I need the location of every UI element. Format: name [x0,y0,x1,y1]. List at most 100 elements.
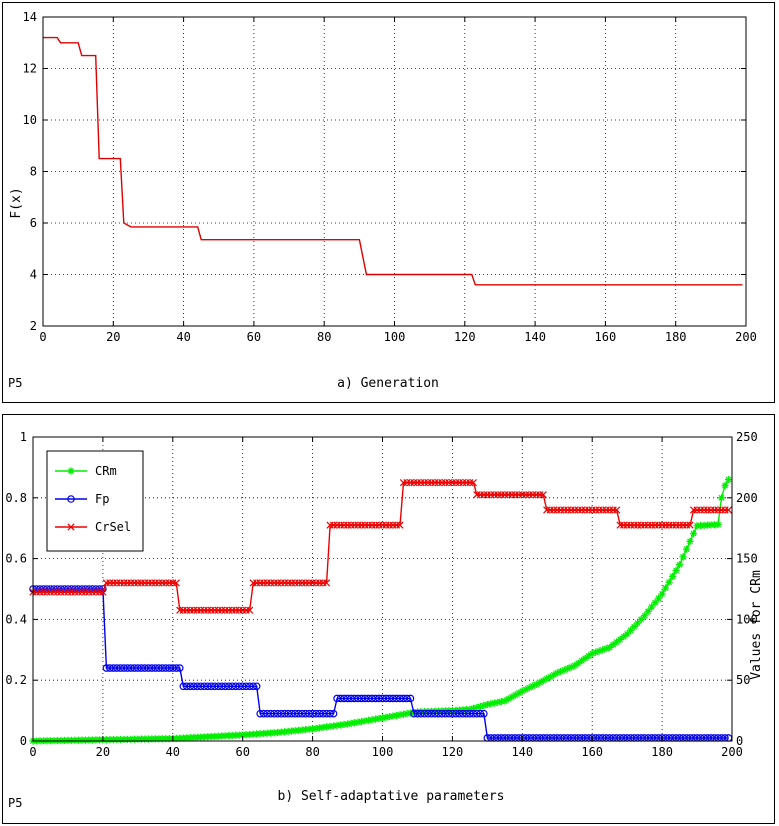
data-point-marker [655,594,663,602]
data-point-marker [246,606,254,614]
series-line [43,36,743,286]
parameters-chart-svg: Values for CRm b) Self-adaptative parame… [5,430,764,810]
x-tick-label: 200 [721,745,743,759]
x-tick-label: 140 [511,745,533,759]
data-point-marker [480,701,488,710]
x-tick-label: 80 [317,330,331,344]
y-tick-label: 0.2 [5,673,27,687]
data-point-marker [504,695,512,703]
plot-frame [42,16,747,327]
data-point-marker [602,644,610,653]
data-point-marker [648,603,656,611]
data-point-marker [483,700,491,709]
legend-marker [67,467,75,475]
y-tick-label: 8 [30,165,37,179]
grid-lines [43,17,746,326]
x-tick-label: 20 [96,745,110,759]
data-point-marker [578,657,586,665]
data-point-marker [634,619,642,627]
data-point-marker [539,491,547,499]
data-point-marker [581,654,589,662]
x-tick-label: 0 [39,330,46,344]
data-point-marker [658,590,666,598]
xlabel-generation: a) Generation [337,376,439,391]
data-point-marker [595,647,603,655]
data-point-marker [616,635,624,643]
y-tick-label: 6 [30,216,37,230]
data-point-marker [668,572,677,580]
data-point-marker [252,682,261,691]
data-point-marker [606,643,614,651]
data-point-marker [532,680,540,688]
data-point-marker [529,682,537,690]
data-point-marker [721,482,729,490]
data-point-marker [637,615,645,623]
y-tick-label: 1 [20,430,27,444]
ylabel-fx: F(x) [9,187,24,218]
x-tick-label: 60 [235,745,249,759]
data-point-marker [557,667,565,676]
panel-tag: P5 [8,796,22,810]
legend-label-crm: CRm [95,464,117,478]
data-point-marker [651,599,659,607]
y-tick-label: 10 [23,113,37,127]
panel-tag: P5 [8,376,22,390]
data-point-marker [536,679,544,687]
data-point-marker [588,649,596,658]
series-crm [29,475,733,745]
y-right-tick-label: 50 [736,673,750,687]
y-tick-label: 4 [30,268,37,282]
data-point-marker [560,666,568,674]
x-tick-label: 160 [581,745,603,759]
y-tick-label: 0.4 [5,612,27,626]
x-tick-label: 140 [524,330,546,344]
series-crsel [29,478,733,614]
y-tick-label: 2 [30,319,37,333]
legend-marker [67,495,75,503]
x-tick-label: 120 [442,745,464,759]
chart-panel-self-adaptative: Values for CRm b) Self-adaptative parame… [2,414,775,824]
data-point-marker [574,659,582,667]
data-point-marker [546,673,554,681]
legend-label-crsel: CrSel [95,520,131,534]
data-point-marker [172,579,180,587]
data-point-marker [249,682,257,691]
y-right-tick-label: 100 [736,612,758,626]
data-point-marker [515,689,523,697]
data-point-marker [686,521,694,529]
y-right-tick-label: 0 [736,734,743,748]
data-point-marker [469,704,477,713]
legend: CRm Fp CrSel [46,450,144,552]
data-point-marker [494,698,502,706]
data-point-marker [476,702,484,711]
series-fp [29,585,733,742]
x-tick-label: 180 [665,330,687,344]
data-point-marker [553,669,561,677]
y-tick-label: 0.6 [5,552,27,566]
data-point-marker [511,691,519,699]
data-point-marker [679,553,687,561]
data-point-marker [641,612,649,620]
data-point-marker [522,685,530,694]
y-tick-label: 0.8 [5,491,27,505]
y-right-tick-label: 200 [736,491,758,505]
data-point-marker [627,626,635,634]
data-point-marker [644,607,652,615]
x-tick-label: 40 [176,330,190,344]
data-point-marker [480,709,488,718]
x-tick-label: 180 [651,745,673,759]
data-point-marker [682,545,691,553]
series-line [33,481,729,611]
y-tick-label: 14 [23,10,37,24]
y-tick-label: 12 [23,62,37,76]
data-point-marker [571,662,579,670]
data-point-marker [564,664,572,673]
data-point-marker [724,475,733,484]
data-point-marker [585,652,593,660]
data-point-marker [539,677,547,685]
data-point-marker [613,638,621,646]
x-tick-label: 40 [166,745,180,759]
data-point-marker [490,699,498,707]
data-point-marker [469,478,477,487]
x-tick-label: 100 [384,330,406,344]
